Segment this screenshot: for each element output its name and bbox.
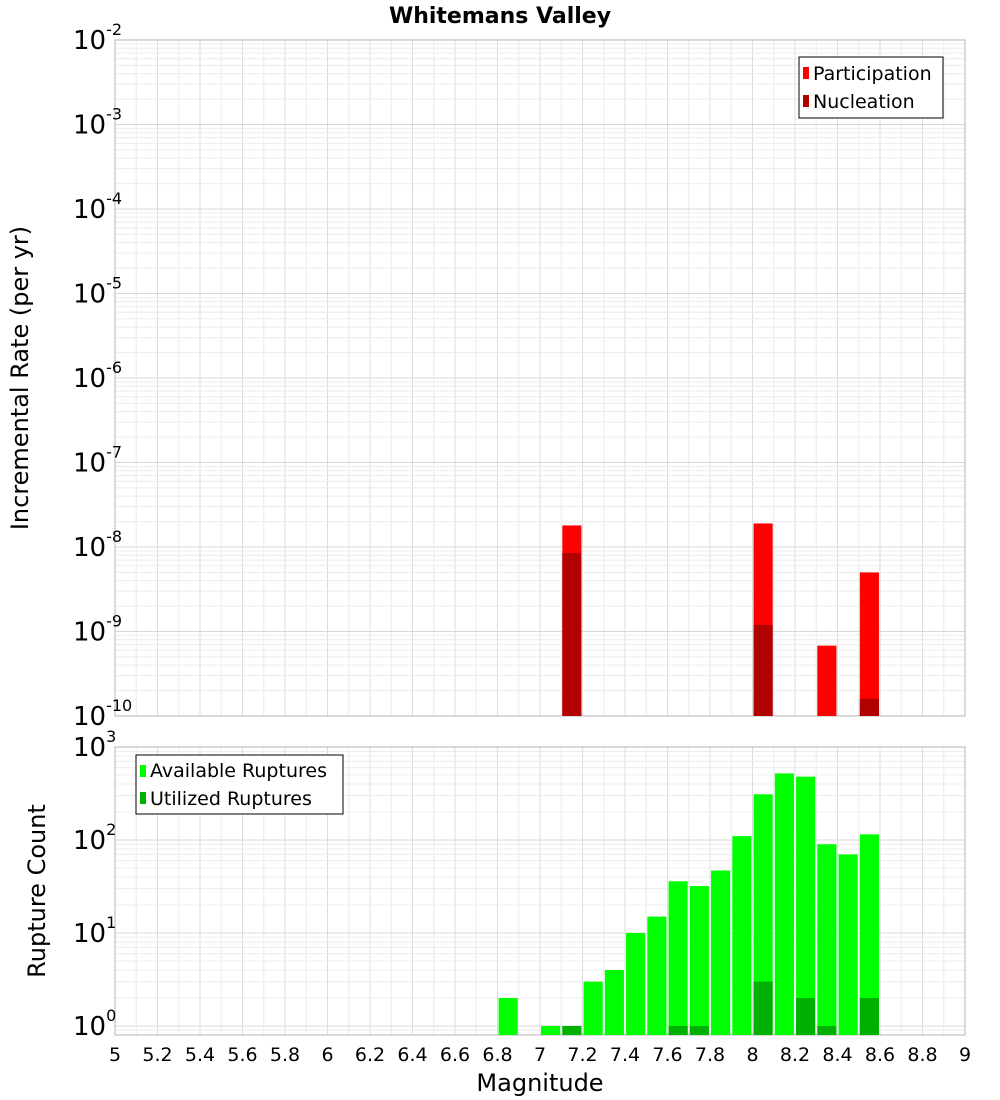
x-tick-label: 8.8 [907,1044,937,1066]
top-gridlines [114,39,966,717]
x-axis-label: Magnitude [476,1069,603,1097]
y-tick-label: 101 [73,913,116,949]
top-legend: Participation Nucleation [798,56,944,119]
y-tick-label: 103 [73,727,116,763]
x-tick-label: 8.4 [822,1044,852,1066]
bar-utilized-ruptures [689,1025,709,1035]
legend-label-participation: Participation [813,63,932,85]
x-tick-label: 7.6 [652,1044,682,1066]
bar-available-ruptures [838,854,858,1035]
y-tick-label: 10-8 [73,527,122,563]
legend-swatch-participation [803,67,809,79]
bar-available-ruptures [498,997,518,1035]
legend-label-nucleation: Nucleation [813,91,915,113]
y-tick-label: 100 [73,1006,116,1042]
bar-utilized-ruptures [796,997,816,1035]
top-bars [562,523,879,716]
top-plot-frame [114,39,966,717]
top-legend-box [798,56,944,119]
legend-swatch-nucleation [803,95,809,107]
y-tick-label: 10-9 [73,612,122,648]
bar-utilized-ruptures [817,1025,837,1035]
bar-utilized-ruptures [668,1025,688,1035]
bottom-y-axis-label: Rupture Count [23,804,51,978]
bottom-plot-frame [114,746,966,1036]
x-tick-label: 8 [746,1044,758,1066]
legend-label-available: Available Ruptures [150,760,327,782]
x-tick-label: 7 [534,1044,546,1066]
bar-available-ruptures [774,773,794,1035]
x-tick-label: 5.8 [270,1044,300,1066]
chart-title: Whitemans Valley [389,4,611,29]
y-tick-label: 102 [73,820,116,856]
bottom-legend: Available Ruptures Utilized Ruptures [135,754,344,815]
bar-utilized-ruptures [753,981,773,1035]
bar-participation [817,645,837,716]
bar-available-ruptures [796,776,816,1035]
x-tick-label: 6 [321,1044,333,1066]
y-tick-label: 10-5 [73,274,122,310]
bar-available-ruptures [626,932,646,1035]
bar-utilized-ruptures [562,1025,582,1035]
bar-available-ruptures [668,881,688,1035]
y-tick-label: 10-7 [73,443,122,479]
x-tick-label: 6.8 [482,1044,512,1066]
bar-available-ruptures [817,844,837,1035]
y-tick-label: 10-10 [73,696,132,732]
x-tick-label: 7.8 [695,1044,725,1066]
x-tick-label: 6.4 [397,1044,427,1066]
x-tick-label: 5.4 [185,1044,215,1066]
bar-nucleation [753,624,773,716]
legend-label-utilized: Utilized Ruptures [150,788,312,810]
y-tick-label: 10-4 [73,189,122,225]
bottom-y-ticks: 100 101 102 103 [73,727,116,1042]
bar-available-ruptures [753,794,773,1035]
x-tick-label: 5.2 [142,1044,172,1066]
x-tick-label: 7.2 [567,1044,597,1066]
bar-available-ruptures [583,981,603,1035]
bar-nucleation [859,698,879,716]
y-tick-label: 10-6 [73,358,122,394]
legend-swatch-utilized [140,792,146,804]
x-tick-label: 6.6 [440,1044,470,1066]
bar-nucleation [562,552,582,716]
bar-available-ruptures [732,836,752,1035]
bar-available-ruptures [711,870,731,1035]
bottom-bars [498,773,879,1035]
y-tick-label: 10-2 [73,20,122,56]
bar-participation [859,572,879,716]
x-tick-label: 6.2 [355,1044,385,1066]
top-y-axis-label: Incremental Rate (per yr) [6,226,34,530]
top-y-ticks: 10-10 10-9 10-8 10-7 10-6 10-5 10-4 10-3 10-2 [73,20,132,732]
x-tick-label: 5.6 [227,1044,257,1066]
legend-swatch-available [140,765,146,777]
x-tick-label: 9 [959,1044,971,1066]
x-tick-label: 8.6 [865,1044,895,1066]
x-tick-label: 8.2 [780,1044,810,1066]
x-ticks: 5 5.2 5.4 5.6 5.8 6 6.2 6.4 6.6 6.8 7 7.2 7.4 7.6 7.8 8… [109,1044,971,1066]
bar-available-ruptures [541,1025,561,1035]
y-tick-label: 10-3 [73,105,122,141]
bar-available-ruptures [859,834,879,1035]
x-tick-label: 7.4 [610,1044,640,1066]
bar-available-ruptures [604,969,624,1035]
bottom-legend-box [135,754,344,815]
bar-utilized-ruptures [859,997,879,1035]
x-tick-label: 5 [109,1044,121,1066]
bar-available-ruptures [689,886,709,1035]
bar-available-ruptures [647,916,667,1035]
